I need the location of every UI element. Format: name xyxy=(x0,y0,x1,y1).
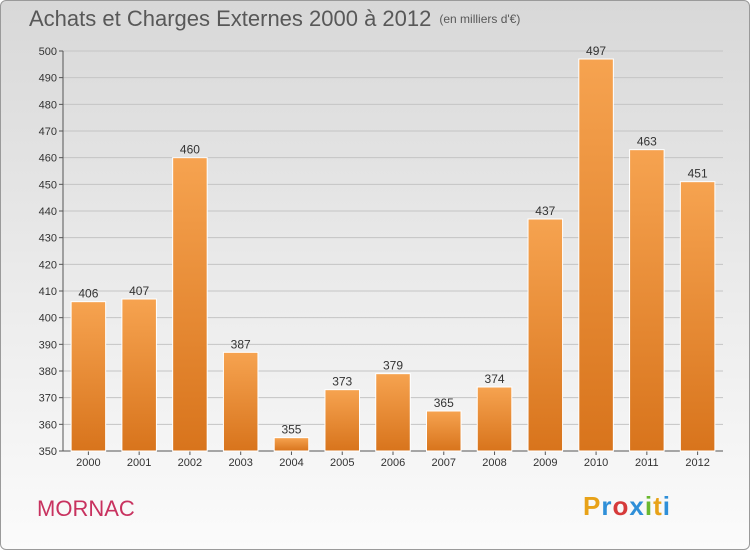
commune-name: MORNAC xyxy=(37,496,135,521)
y-tick-label: 420 xyxy=(39,259,57,271)
y-tick-label: 450 xyxy=(39,179,57,191)
data-label: 406 xyxy=(78,287,98,301)
y-tick-label: 480 xyxy=(39,99,57,111)
chart-unit-note: (en milliers d'€) xyxy=(439,12,521,26)
data-label: 460 xyxy=(180,143,200,157)
x-tick-label: 2005 xyxy=(330,457,354,469)
x-tick-label: 2012 xyxy=(685,457,709,469)
data-label: 451 xyxy=(688,167,708,181)
bar xyxy=(375,373,411,452)
bar xyxy=(476,386,513,452)
chart-title-text: Achats et Charges Externes 2000 à 2012 xyxy=(29,6,432,31)
x-tick-label: 2011 xyxy=(635,457,659,469)
bar xyxy=(578,58,614,452)
data-label: 355 xyxy=(281,423,301,437)
data-label: 374 xyxy=(485,372,505,386)
data-label: 463 xyxy=(637,135,657,149)
data-label: 379 xyxy=(383,359,403,373)
bar xyxy=(527,218,564,452)
data-label: 387 xyxy=(231,337,251,351)
x-tick-label: 2001 xyxy=(127,457,151,469)
logo-letter: t xyxy=(653,491,663,521)
bar xyxy=(121,298,157,452)
bar xyxy=(273,437,310,452)
x-tick-label: 2004 xyxy=(279,457,303,469)
y-tick-label: 360 xyxy=(39,419,57,431)
x-tick-label: 2010 xyxy=(584,457,608,469)
logo-letter: x xyxy=(629,491,645,521)
bar xyxy=(324,389,360,452)
y-tick-label: 440 xyxy=(39,206,57,218)
x-tick-label: 2003 xyxy=(228,457,252,469)
logo-letter: i xyxy=(662,491,671,521)
x-tick-label: 2008 xyxy=(482,457,506,469)
chart-title: Achats et Charges Externes 2000 à 2012 (e… xyxy=(29,6,520,32)
bar xyxy=(679,181,716,452)
y-tick-label: 470 xyxy=(39,126,57,138)
bar xyxy=(426,410,462,452)
y-tick-label: 410 xyxy=(39,286,57,298)
x-tick-label: 2007 xyxy=(432,457,456,469)
x-tick-label: 2000 xyxy=(76,457,100,469)
data-label: 373 xyxy=(332,375,352,389)
bar xyxy=(70,301,107,452)
logo-letter: P xyxy=(583,491,602,521)
labels: 350 360 370 380 390 400 410 420 430 440 450 460 470 4… xyxy=(39,44,710,469)
y-tick-label: 350 xyxy=(39,446,57,458)
bars xyxy=(70,58,716,452)
y-tick-label: 370 xyxy=(39,393,57,405)
logo-letter: r xyxy=(601,491,613,521)
x-tick-label: 2002 xyxy=(178,457,202,469)
y-tick-label: 390 xyxy=(39,339,57,351)
logo-letter: i xyxy=(644,491,654,521)
y-tick-label: 380 xyxy=(39,366,57,378)
y-tick-label: 490 xyxy=(39,73,57,85)
y-tick-label: 460 xyxy=(39,153,57,165)
y-tick-label: 430 xyxy=(39,233,57,245)
data-label: 437 xyxy=(535,204,555,218)
y-tick-label: 400 xyxy=(39,313,57,325)
data-label: 497 xyxy=(586,44,606,58)
x-tick-label: 2009 xyxy=(533,457,557,469)
data-label: 365 xyxy=(434,396,454,410)
proxiti-logo: Proxiti xyxy=(583,491,671,522)
x-tick-label: 2006 xyxy=(381,457,405,469)
bar xyxy=(172,157,208,452)
bar xyxy=(222,351,259,452)
data-label: 407 xyxy=(129,284,149,298)
logo-letter: o xyxy=(612,491,630,521)
y-tick-label: 500 xyxy=(39,46,57,58)
bar xyxy=(629,149,665,452)
